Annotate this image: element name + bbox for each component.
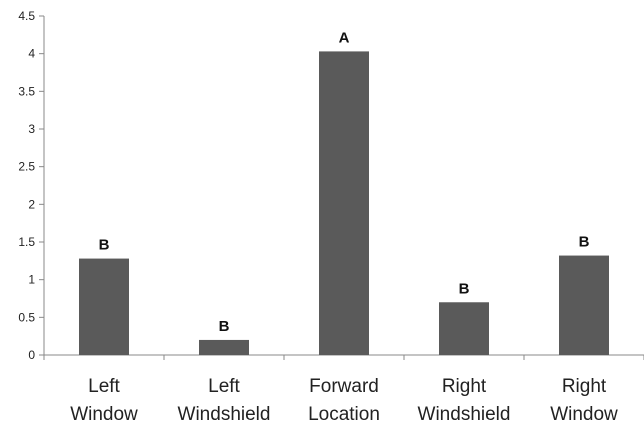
y-axis-ticks: 0 0.5 1 1.5 2 2.5 3 3.5 4 4.5 [18,9,44,362]
y-tick-label: 1.5 [18,235,35,249]
x-category-label: Right [562,376,607,397]
bar-data-label: B [219,318,230,335]
x-category-label: Windshield [418,404,511,425]
data-labels: B B A B B [99,29,590,335]
bar [559,255,609,355]
y-tick-label: 2 [28,197,35,211]
x-category-label: Location [308,404,380,425]
y-tick-label: 4 [28,47,35,61]
y-tick-label: 2.5 [18,160,35,174]
x-axis-labels: Left Window Left Windshield Forward Location R… [70,376,618,425]
y-tick-label: 3.5 [18,84,35,98]
bars [79,51,609,355]
bar-data-label: B [579,234,590,251]
bar [319,51,369,355]
x-category-label: Right [442,376,487,397]
bar [439,302,489,355]
y-tick-label: 3 [28,122,35,136]
x-category-label: Window [70,404,138,425]
y-tick-label: 4.5 [18,9,35,23]
x-category-label: Forward [309,376,379,397]
y-tick-label: 1 [28,273,35,287]
bar-data-label: A [339,29,350,46]
y-tick-label: 0.5 [18,310,35,324]
x-category-label: Windshield [178,404,271,425]
bar-data-label: B [99,237,110,254]
x-category-label: Left [208,376,240,397]
x-category-label: Left [88,376,120,397]
x-category-label: Window [550,404,618,425]
bar-data-label: B [459,280,470,297]
y-tick-label: 0 [28,348,35,362]
bar [199,339,249,355]
bar [79,258,129,355]
